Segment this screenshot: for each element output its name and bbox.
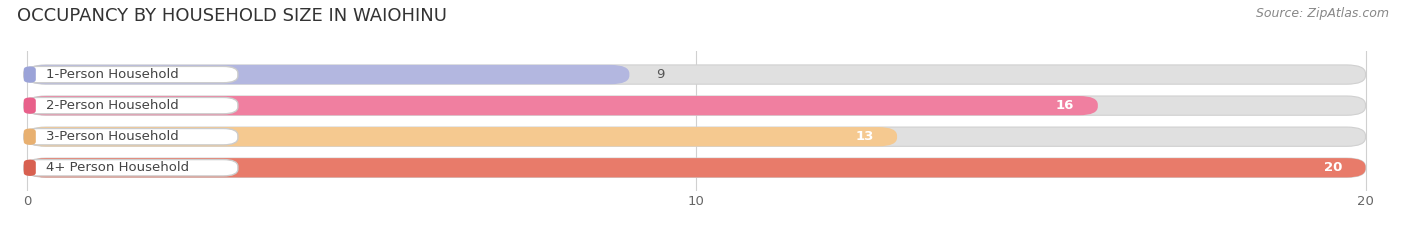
FancyBboxPatch shape [27, 158, 1365, 177]
Text: 16: 16 [1056, 99, 1074, 112]
Text: OCCUPANCY BY HOUSEHOLD SIZE IN WAIOHINU: OCCUPANCY BY HOUSEHOLD SIZE IN WAIOHINU [17, 7, 447, 25]
FancyBboxPatch shape [24, 66, 238, 83]
Text: 4+ Person Household: 4+ Person Household [46, 161, 188, 174]
FancyBboxPatch shape [24, 160, 238, 176]
FancyBboxPatch shape [27, 127, 1365, 146]
Text: 2-Person Household: 2-Person Household [46, 99, 179, 112]
Text: 9: 9 [657, 68, 665, 81]
FancyBboxPatch shape [24, 66, 35, 83]
Text: 13: 13 [855, 130, 873, 143]
FancyBboxPatch shape [27, 96, 1098, 115]
FancyBboxPatch shape [27, 158, 1365, 177]
FancyBboxPatch shape [24, 129, 238, 145]
FancyBboxPatch shape [24, 97, 238, 114]
FancyBboxPatch shape [27, 96, 1365, 115]
FancyBboxPatch shape [27, 65, 630, 84]
FancyBboxPatch shape [27, 65, 1365, 84]
FancyBboxPatch shape [27, 127, 897, 146]
FancyBboxPatch shape [24, 97, 35, 114]
FancyBboxPatch shape [24, 160, 35, 176]
Text: Source: ZipAtlas.com: Source: ZipAtlas.com [1256, 7, 1389, 20]
FancyBboxPatch shape [24, 129, 35, 145]
Text: 3-Person Household: 3-Person Household [46, 130, 179, 143]
Text: 1-Person Household: 1-Person Household [46, 68, 179, 81]
Text: 20: 20 [1323, 161, 1343, 174]
